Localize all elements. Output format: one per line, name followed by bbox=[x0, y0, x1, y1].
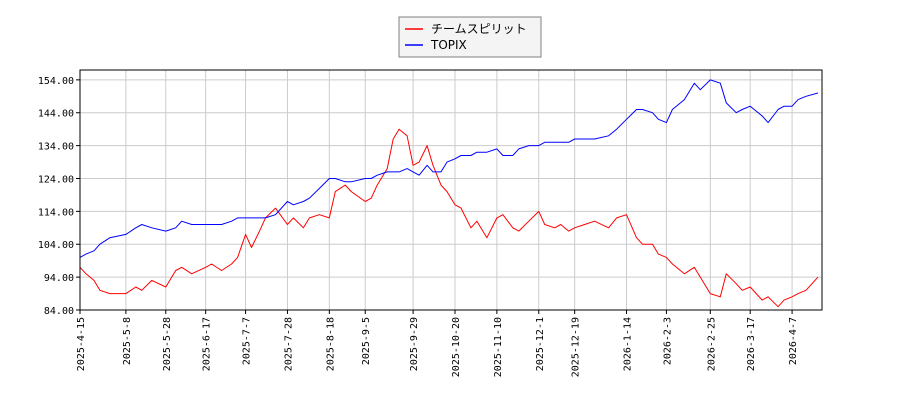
x-tick-label: 2025-7-28 bbox=[283, 317, 294, 371]
y-tick-label: 124.00 bbox=[38, 174, 74, 185]
x-tick-label: 2025-7-7 bbox=[242, 317, 253, 365]
series-line-topix bbox=[79, 79, 819, 258]
grid-lines bbox=[79, 70, 822, 311]
x-tick-label: 2025-11-10 bbox=[493, 317, 504, 377]
legend-label: TOPIX bbox=[430, 38, 467, 52]
y-tick-label: 134.00 bbox=[38, 142, 74, 153]
x-tick-label: 2025-9-5 bbox=[361, 317, 372, 365]
x-tick-label: 2025-8-18 bbox=[325, 317, 336, 371]
x-tick-label: 2025-10-20 bbox=[451, 317, 462, 377]
x-tick-label: 2025-4-15 bbox=[76, 317, 87, 371]
legend-label: チームスピリット bbox=[431, 22, 527, 36]
plot-frame bbox=[79, 69, 823, 311]
x-axis: 2025-4-15 2025-5-8 2025-5-28 2025-6-17 2025-… bbox=[76, 310, 799, 377]
y-tick-label: 154.00 bbox=[38, 76, 74, 87]
x-tick-label: 2026-2-3 bbox=[662, 317, 673, 365]
y-axis: 84.00 94.00 104.00 114.00 124.00 134.00 144.00… bbox=[38, 76, 80, 317]
y-tick-label: 114.00 bbox=[38, 207, 74, 218]
x-tick-label: 2026-4-7 bbox=[788, 317, 799, 365]
legend-box bbox=[398, 16, 542, 58]
x-tick-label: 2025-12-19 bbox=[571, 317, 582, 377]
y-tick-label: 84.00 bbox=[44, 306, 74, 317]
legend: チームスピリット TOPIX bbox=[398, 16, 542, 58]
x-tick-label: 2025-12-1 bbox=[535, 317, 546, 371]
x-tick-label: 2025-5-8 bbox=[122, 317, 133, 365]
y-tick-label: 104.00 bbox=[38, 240, 74, 251]
x-tick-label: 2025-6-17 bbox=[202, 317, 213, 371]
series-line-teamspirit bbox=[79, 128, 819, 308]
x-tick-label: 2025-9-29 bbox=[409, 317, 420, 371]
x-tick-label: 2025-5-28 bbox=[162, 317, 173, 371]
x-tick-label: 2026-1-14 bbox=[623, 317, 634, 371]
y-tick-label: 94.00 bbox=[44, 273, 74, 284]
y-tick-label: 144.00 bbox=[38, 109, 74, 120]
x-tick-label: 2026-3-17 bbox=[746, 317, 757, 371]
series-layer bbox=[79, 79, 819, 308]
x-tick-label: 2026-2-25 bbox=[706, 317, 717, 371]
